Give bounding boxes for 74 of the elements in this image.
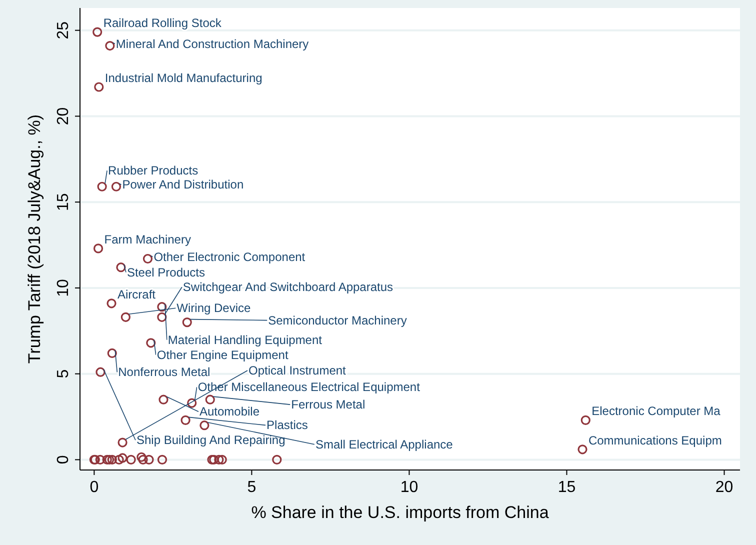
point — [96, 367, 106, 377]
point — [118, 438, 128, 448]
annotation: Electronic Computer Ma — [592, 404, 721, 418]
point — [182, 317, 192, 328]
annotation: Ferrous Metal — [291, 398, 366, 412]
annotation: Ship Building And Repairing — [136, 433, 286, 448]
annotation: Steel Products — [126, 265, 205, 280]
point — [205, 394, 215, 404]
annotation: Farm Machinery — [104, 232, 191, 246]
point — [111, 182, 122, 192]
annotation: Small Electrical Appliance — [315, 437, 454, 452]
annotation: Semiconductor Machinery — [268, 313, 407, 328]
annotation: Industrial Mold Manufacturing — [104, 71, 262, 86]
y-tick-label: 15 — [55, 193, 72, 211]
y-tick-label: 20 — [55, 107, 72, 126]
point — [200, 420, 210, 430]
annotation: Mineral And Construction Machinery — [116, 36, 309, 51]
point — [146, 338, 156, 348]
point — [580, 415, 590, 425]
point — [158, 394, 168, 404]
annotation: Nonferrous Metal — [118, 365, 210, 380]
annotation: Material Handling Equipment — [168, 332, 323, 347]
x-tick-label: 15 — [558, 479, 576, 496]
annotation: Other Electronic Component — [154, 250, 306, 264]
x-tick-label: 10 — [400, 479, 418, 496]
x-axis-title: % Share in the U.S. imports from China — [251, 503, 550, 522]
point — [94, 82, 104, 92]
point — [217, 454, 227, 464]
point — [95, 454, 105, 464]
point — [578, 444, 588, 454]
x-tick-label: 5 — [247, 479, 256, 496]
point — [126, 454, 136, 464]
annotation: Optical Instrument — [248, 364, 347, 378]
x-tick-label: 20 — [715, 479, 734, 496]
annotation: Communications Equipm — [588, 433, 722, 448]
point — [214, 454, 224, 464]
annotation: Rubber Products — [108, 164, 198, 178]
point — [114, 454, 124, 464]
y-axis-title: Trump Tariff (2018 July&Aug., %) — [25, 114, 44, 364]
point — [272, 454, 282, 464]
y-tick-label: 25 — [55, 21, 72, 40]
point — [104, 454, 114, 464]
point — [116, 262, 126, 272]
point — [93, 244, 104, 254]
y-tick-label: 5 — [55, 369, 72, 378]
annotation: Switchgear And Switchboard Apparatus — [182, 280, 394, 294]
point — [106, 298, 116, 308]
point — [180, 415, 190, 425]
point — [102, 454, 112, 464]
annotation: Power And Distribution — [122, 178, 244, 192]
y-tick-label: 0 — [55, 455, 72, 464]
annotation: Railroad Rolling Stock — [103, 16, 222, 30]
annotation: Aircraft — [118, 287, 156, 302]
y-tick-label: 10 — [55, 278, 72, 297]
annotation: Wiring Device — [176, 301, 252, 316]
point — [157, 302, 167, 312]
point — [157, 312, 167, 322]
point — [118, 453, 128, 463]
x-tick-label: 0 — [90, 479, 99, 496]
point — [107, 348, 117, 358]
point — [138, 454, 148, 464]
point — [136, 452, 146, 462]
point — [105, 40, 115, 51]
point — [142, 254, 153, 264]
point — [97, 182, 107, 192]
point — [92, 27, 102, 37]
point — [120, 312, 130, 322]
annotation: Automobile — [199, 404, 260, 419]
point — [187, 398, 197, 408]
annotation: Other Engine Equipment — [156, 348, 289, 362]
point — [144, 454, 154, 464]
point — [157, 454, 168, 464]
point — [107, 454, 117, 464]
annotation: Plastics — [266, 418, 308, 432]
